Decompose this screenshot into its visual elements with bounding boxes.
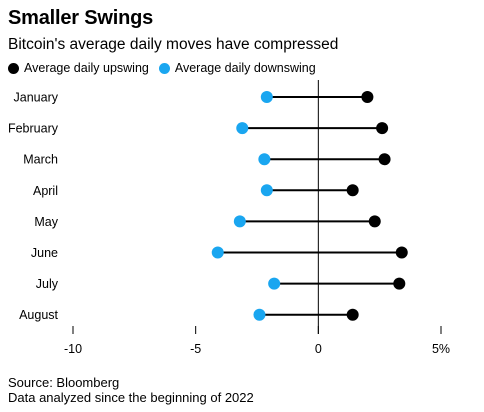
legend: Average daily upswing Average daily down… — [8, 61, 326, 75]
upswing-point — [346, 308, 359, 321]
legend-item-upswing: Average daily upswing — [8, 61, 149, 75]
upswing-point — [395, 246, 408, 259]
upswing-point — [368, 215, 381, 228]
downswing-point — [268, 277, 281, 290]
category-label: August — [19, 308, 58, 322]
upswing-point — [376, 122, 389, 135]
legend-item-downswing: Average daily downswing — [158, 61, 316, 75]
category-label: July — [36, 277, 59, 291]
legend-label-upswing: Average daily upswing — [24, 61, 149, 75]
legend-swatch-upswing — [8, 62, 19, 74]
upswing-point — [361, 91, 374, 103]
downswing-point — [258, 153, 271, 166]
legend-label-downswing: Average daily downswing — [174, 61, 316, 75]
legend-swatch-downswing — [158, 62, 170, 74]
chart-title: Smaller Swings — [8, 7, 154, 29]
downswing-point — [211, 246, 224, 259]
upswing-point — [346, 184, 359, 197]
upswing-point — [393, 277, 406, 290]
x-tick-label: 0 — [315, 342, 322, 356]
x-tick-label: -5 — [190, 342, 201, 356]
category-label: February — [8, 122, 59, 136]
category-label: March — [23, 153, 58, 167]
dumbbell-chart: -10 -5 0 5% January February March April May June… — [8, 80, 450, 356]
x-tick-label: -10 — [64, 342, 82, 356]
downswing-point — [233, 215, 246, 228]
category-label: April — [33, 184, 58, 198]
category-label: June — [31, 246, 58, 260]
x-tick-label: 5% — [432, 342, 450, 356]
data-note: Data analyzed since the beginning of 202… — [8, 390, 254, 405]
downswing-point — [253, 308, 266, 321]
upswing-point — [378, 153, 391, 166]
category-label: January — [14, 91, 59, 105]
downswing-point — [260, 184, 273, 197]
category-label: May — [34, 215, 58, 229]
downswing-point — [260, 91, 273, 103]
chart-subtitle: Bitcoin's average daily moves have compr… — [8, 36, 339, 53]
downswing-point — [236, 122, 249, 135]
source-note: Source: Bloomberg — [8, 375, 120, 390]
